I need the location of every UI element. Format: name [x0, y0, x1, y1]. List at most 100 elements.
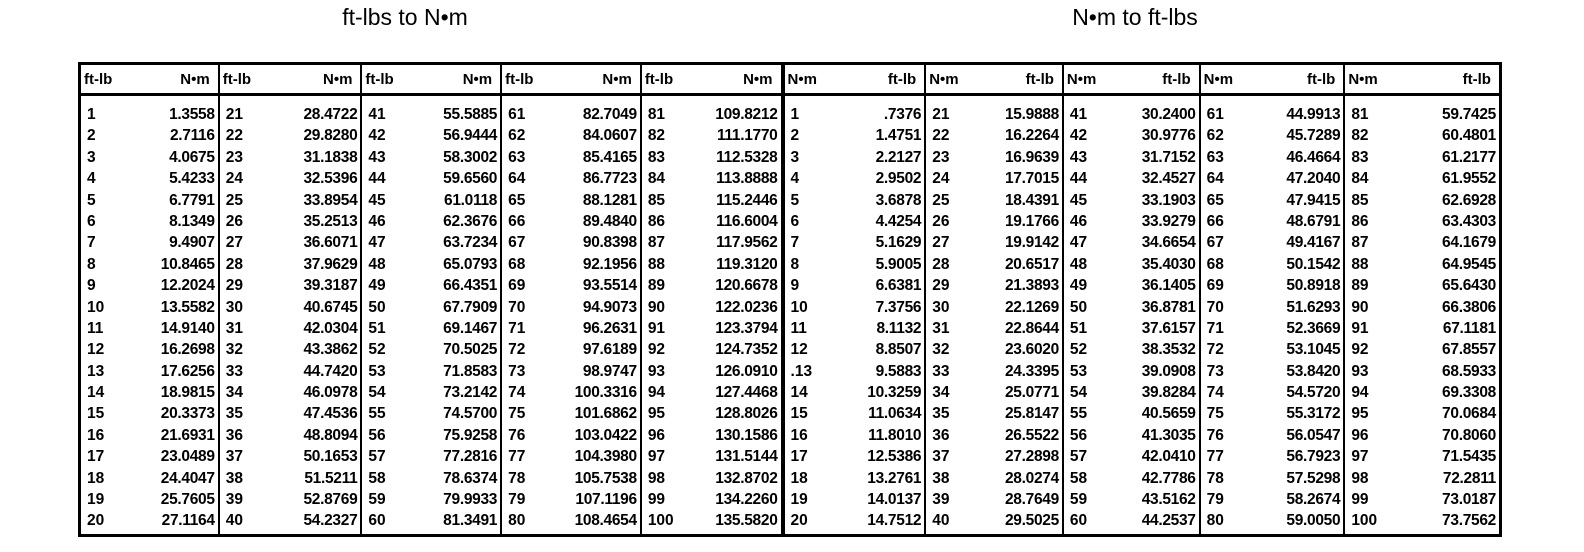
input-value: 71 — [508, 319, 526, 337]
input-value: 62 — [508, 127, 526, 145]
converted-value: 50.1653 — [303, 448, 358, 466]
header-unit-to: N•m — [602, 70, 632, 88]
input-value: 79 — [1206, 491, 1224, 509]
input-value: 42 — [1069, 127, 1088, 145]
table-row: 66 48.6791 — [1201, 211, 1344, 232]
input-value: 46 — [368, 212, 386, 230]
table-row: 3 2.2127 — [785, 147, 925, 168]
table-row: 40 29.5025 — [926, 510, 1062, 531]
table-row: 8 10.8465 — [81, 254, 218, 275]
column-group: ft-lb N•m 21 28.4722 22 29.8280 23 31.18… — [219, 65, 363, 534]
converted-value: 89.4840 — [582, 212, 637, 230]
input-value: 12 — [790, 341, 808, 359]
converted-value: 46.0978 — [303, 384, 358, 402]
input-value: 76 — [508, 426, 526, 444]
table-row: 87 64.1679 — [1345, 232, 1499, 253]
table-row: 28 37.9629 — [220, 254, 361, 275]
converted-value: 119.3120 — [716, 255, 778, 273]
converted-value: 100.3316 — [574, 384, 638, 402]
converted-value: 11.0634 — [868, 405, 922, 423]
converted-value: 134.2260 — [715, 491, 778, 509]
input-value: 53 — [368, 362, 386, 380]
table-row: 77 104.3980 — [502, 446, 640, 467]
input-value: 100 — [647, 512, 674, 530]
converted-value: 65.0793 — [443, 255, 498, 273]
input-value: 11 — [790, 319, 807, 337]
table-row: 60 44.2537 — [1064, 510, 1199, 531]
table-row: 85 115.2446 — [642, 190, 781, 211]
table-row: 83 61.2177 — [1345, 147, 1499, 168]
table-row: 94 127.4468 — [642, 382, 781, 403]
converted-value: 51.5211 — [304, 469, 358, 487]
converted-value: 66.3806 — [1442, 298, 1496, 316]
table-row: 61 82.7049 — [502, 104, 640, 125]
converted-value: 1.4751 — [875, 127, 922, 145]
table-row: 20 14.7512 — [785, 510, 925, 531]
input-value: 71 — [1206, 319, 1224, 337]
table-row: 95 70.0684 — [1345, 403, 1499, 424]
table-row: 54 73.2142 — [362, 382, 500, 403]
converted-value: 120.6678 — [715, 277, 778, 295]
input-value: 64 — [508, 170, 526, 188]
input-value: 49 — [1069, 277, 1088, 295]
converted-value: 94.9073 — [582, 298, 637, 316]
header-unit-to: ft-lb — [1462, 70, 1491, 88]
table-row: 69 50.8918 — [1201, 275, 1344, 296]
column-header: N•m ft-lb — [1200, 65, 1344, 96]
table-row: 74 100.3316 — [502, 382, 640, 403]
converted-value: 77.2816 — [443, 448, 498, 466]
input-value: 29 — [932, 277, 950, 295]
converted-value: 24.4047 — [160, 469, 215, 487]
input-value: 33 — [225, 362, 243, 380]
input-value: 1 — [790, 106, 800, 123]
input-value: 86 — [1351, 212, 1369, 230]
input-value: 59 — [1069, 491, 1088, 509]
input-value: 1 — [87, 106, 96, 123]
converted-value: 10.8465 — [160, 255, 215, 273]
table-row: 18 13.2761 — [785, 468, 925, 489]
table-row: 20 27.1164 — [81, 510, 218, 531]
input-value: 35 — [225, 405, 243, 423]
input-value: 87 — [647, 234, 666, 252]
table-row: 83 112.5328 — [642, 147, 781, 168]
input-value: 63 — [1206, 148, 1224, 166]
input-value: 33 — [932, 362, 950, 380]
converted-value: 13.5582 — [160, 298, 215, 316]
input-value: 51 — [1069, 319, 1088, 337]
table-row: 21 28.4722 — [220, 104, 361, 125]
input-value: 2 — [790, 127, 800, 145]
column-group: N•m ft-lb 1 .7376 2 1.4751 3 2.2127 4 2.… — [784, 65, 927, 534]
table-row: 49 36.1405 — [1064, 275, 1199, 296]
converted-value: 70.5025 — [443, 341, 498, 359]
table-row: 15 20.3373 — [81, 403, 218, 424]
header-unit-from: N•m — [1203, 70, 1234, 88]
column-group: ft-lb N•m 61 82.7049 62 84.0607 63 85.41… — [502, 65, 642, 534]
converted-value: 14.7512 — [867, 512, 922, 530]
input-value: 48 — [368, 255, 386, 273]
table-row: 44 32.4527 — [1064, 168, 1199, 189]
input-value: 61 — [508, 106, 526, 123]
input-value: 39 — [225, 491, 243, 509]
converted-value: 45.7289 — [1286, 127, 1341, 145]
converted-value: 135.5820 — [715, 512, 778, 530]
converted-value: 41.3035 — [1141, 426, 1196, 444]
converted-value: 47.2040 — [1286, 170, 1341, 188]
converted-value: 61.0118 — [444, 191, 498, 209]
input-value: 99 — [647, 491, 666, 509]
table-row: 22 29.8280 — [220, 125, 361, 146]
input-value: 27 — [932, 234, 950, 252]
table-row: 58 78.6374 — [362, 468, 500, 489]
input-value: 11 — [87, 319, 104, 337]
header-unit-to: N•m — [180, 70, 210, 88]
converted-value: 26.5522 — [1004, 426, 1059, 444]
header-unit-to: ft-lb — [1306, 70, 1336, 88]
converted-value: .7376 — [883, 106, 922, 123]
converted-value: 124.7352 — [715, 341, 778, 359]
table-row: 27 36.6071 — [220, 232, 361, 253]
converted-value: 78.6374 — [443, 469, 498, 487]
table-row: 38 28.0274 — [926, 468, 1062, 489]
converted-value: 50.8918 — [1286, 277, 1341, 295]
converted-value: 36.8781 — [1141, 298, 1196, 316]
input-value: 95 — [1351, 405, 1369, 423]
input-value: 30 — [225, 298, 243, 316]
